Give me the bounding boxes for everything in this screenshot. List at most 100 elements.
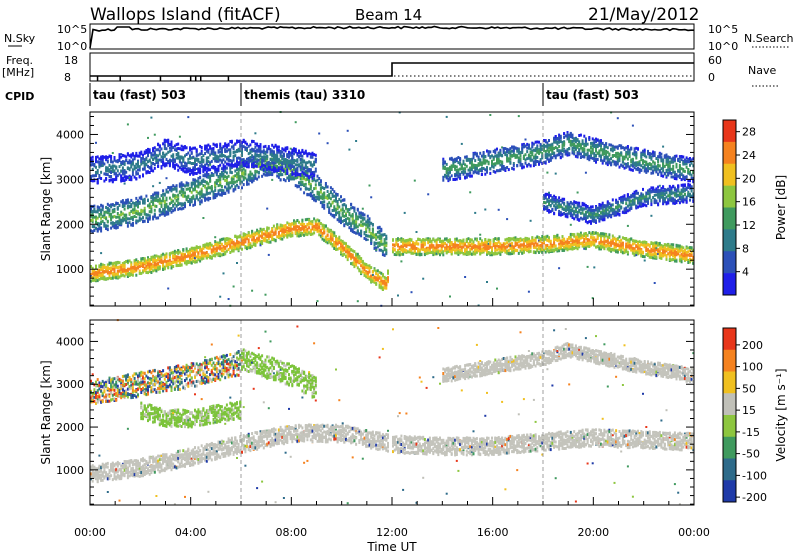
- echo-cell: [355, 212, 358, 216]
- echo-cell: [319, 195, 322, 199]
- echo-cell: [100, 268, 103, 271]
- echo-cell: [138, 261, 141, 265]
- echo-cell: [380, 283, 383, 287]
- echo-cell: [361, 224, 364, 228]
- echo-cell: [274, 167, 277, 171]
- echo-cell: [296, 234, 299, 238]
- echo-cell: [142, 160, 144, 164]
- echo-cell: [345, 217, 347, 221]
- echo-cell: [199, 245, 202, 249]
- echo-cell: [157, 263, 160, 267]
- echo-cell: [324, 196, 327, 199]
- echo-cell: [288, 167, 290, 171]
- echo-cell: [175, 255, 178, 259]
- echo-cell: [187, 161, 190, 165]
- echo-cell: [343, 209, 346, 213]
- echo-cell: [358, 232, 361, 236]
- echo-cell: [345, 250, 347, 254]
- echo-cell: [246, 157, 248, 161]
- echo-cell: [162, 199, 165, 203]
- echo-cell: [309, 192, 312, 196]
- echo-cell: [368, 220, 371, 224]
- echo-cell: [152, 265, 155, 269]
- echo-cell: [185, 183, 188, 187]
- echo-cell: [96, 160, 99, 164]
- echo-cell: [187, 151, 190, 155]
- echo-cell: [175, 156, 178, 160]
- echo-cell: [301, 158, 304, 162]
- echo-cell: [150, 161, 153, 165]
- echo-cell: [417, 242, 420, 246]
- echo-cell: [276, 166, 279, 170]
- echo-cell: [234, 180, 237, 184]
- nsky-tick-bottom: 10^0: [57, 40, 87, 53]
- echo-cell: [254, 145, 257, 149]
- noise-cell: [195, 168, 198, 170]
- echo-cell: [106, 277, 109, 281]
- echo-cell: [199, 256, 202, 260]
- echo-cell: [133, 215, 136, 218]
- echo-cell: [489, 150, 492, 154]
- echo-cell: [259, 163, 262, 167]
- echo-cell: [271, 159, 274, 162]
- echo-cell: [212, 190, 215, 194]
- echo-cell: [313, 163, 316, 166]
- echo-cell: [267, 145, 270, 149]
- echo-cell: [304, 173, 307, 177]
- echo-cell: [137, 199, 139, 203]
- echo-cell: [165, 202, 168, 206]
- echo-cell: [262, 166, 265, 170]
- echo-cell: [150, 258, 153, 262]
- echo-cell: [125, 176, 128, 180]
- echo-cell: [147, 266, 149, 270]
- echo-cell: [123, 274, 126, 278]
- echo-cell: [110, 216, 113, 220]
- echo-cell: [266, 167, 269, 171]
- echo-cell: [158, 266, 161, 269]
- echo-cell: [98, 176, 101, 180]
- echo-cell: [251, 149, 254, 153]
- echo-cell: [96, 271, 99, 275]
- echo-cell: [365, 263, 368, 267]
- echo-cell: [145, 156, 148, 160]
- echo-cell: [185, 247, 188, 251]
- echo-cell: [256, 142, 259, 146]
- echo-cell: [152, 255, 155, 259]
- echo-cell: [274, 169, 277, 173]
- echo-cell: [158, 149, 161, 153]
- echo-cell: [262, 238, 265, 242]
- echo-cell: [385, 237, 388, 241]
- echo-cell: [333, 233, 336, 237]
- echo-cell: [137, 210, 139, 214]
- echo-cell: [256, 164, 259, 168]
- echo-cell: [147, 152, 149, 156]
- echo-cell: [204, 251, 207, 255]
- echo-cell: [173, 159, 176, 163]
- echo-cell: [288, 159, 290, 163]
- echo-cell: [241, 171, 243, 175]
- echo-cell: [318, 197, 321, 201]
- echo-cell: [209, 161, 212, 165]
- echo-cell: [385, 252, 388, 256]
- echo-cell: [131, 269, 134, 273]
- echo-cell: [236, 179, 238, 183]
- echo-cell: [309, 184, 312, 188]
- echo-cell: [111, 168, 114, 172]
- echo-cell: [244, 147, 247, 151]
- echo-cell: [220, 242, 223, 246]
- echo-cell: [214, 243, 217, 247]
- echo-cell: [115, 176, 118, 180]
- echo-cell: [348, 222, 351, 226]
- echo-cell: [205, 146, 208, 150]
- echo-cell: [351, 228, 354, 232]
- echo-cell: [259, 241, 262, 244]
- echo-cell: [375, 281, 378, 285]
- echo-cell: [366, 271, 369, 275]
- echo-cell: [326, 238, 329, 241]
- echo-cell: [376, 276, 379, 280]
- echo-cell: [296, 175, 299, 179]
- echo-cell: [204, 168, 207, 172]
- echo-cell: [261, 161, 264, 165]
- echo-cell: [284, 165, 287, 169]
- echo-cell: [296, 158, 299, 162]
